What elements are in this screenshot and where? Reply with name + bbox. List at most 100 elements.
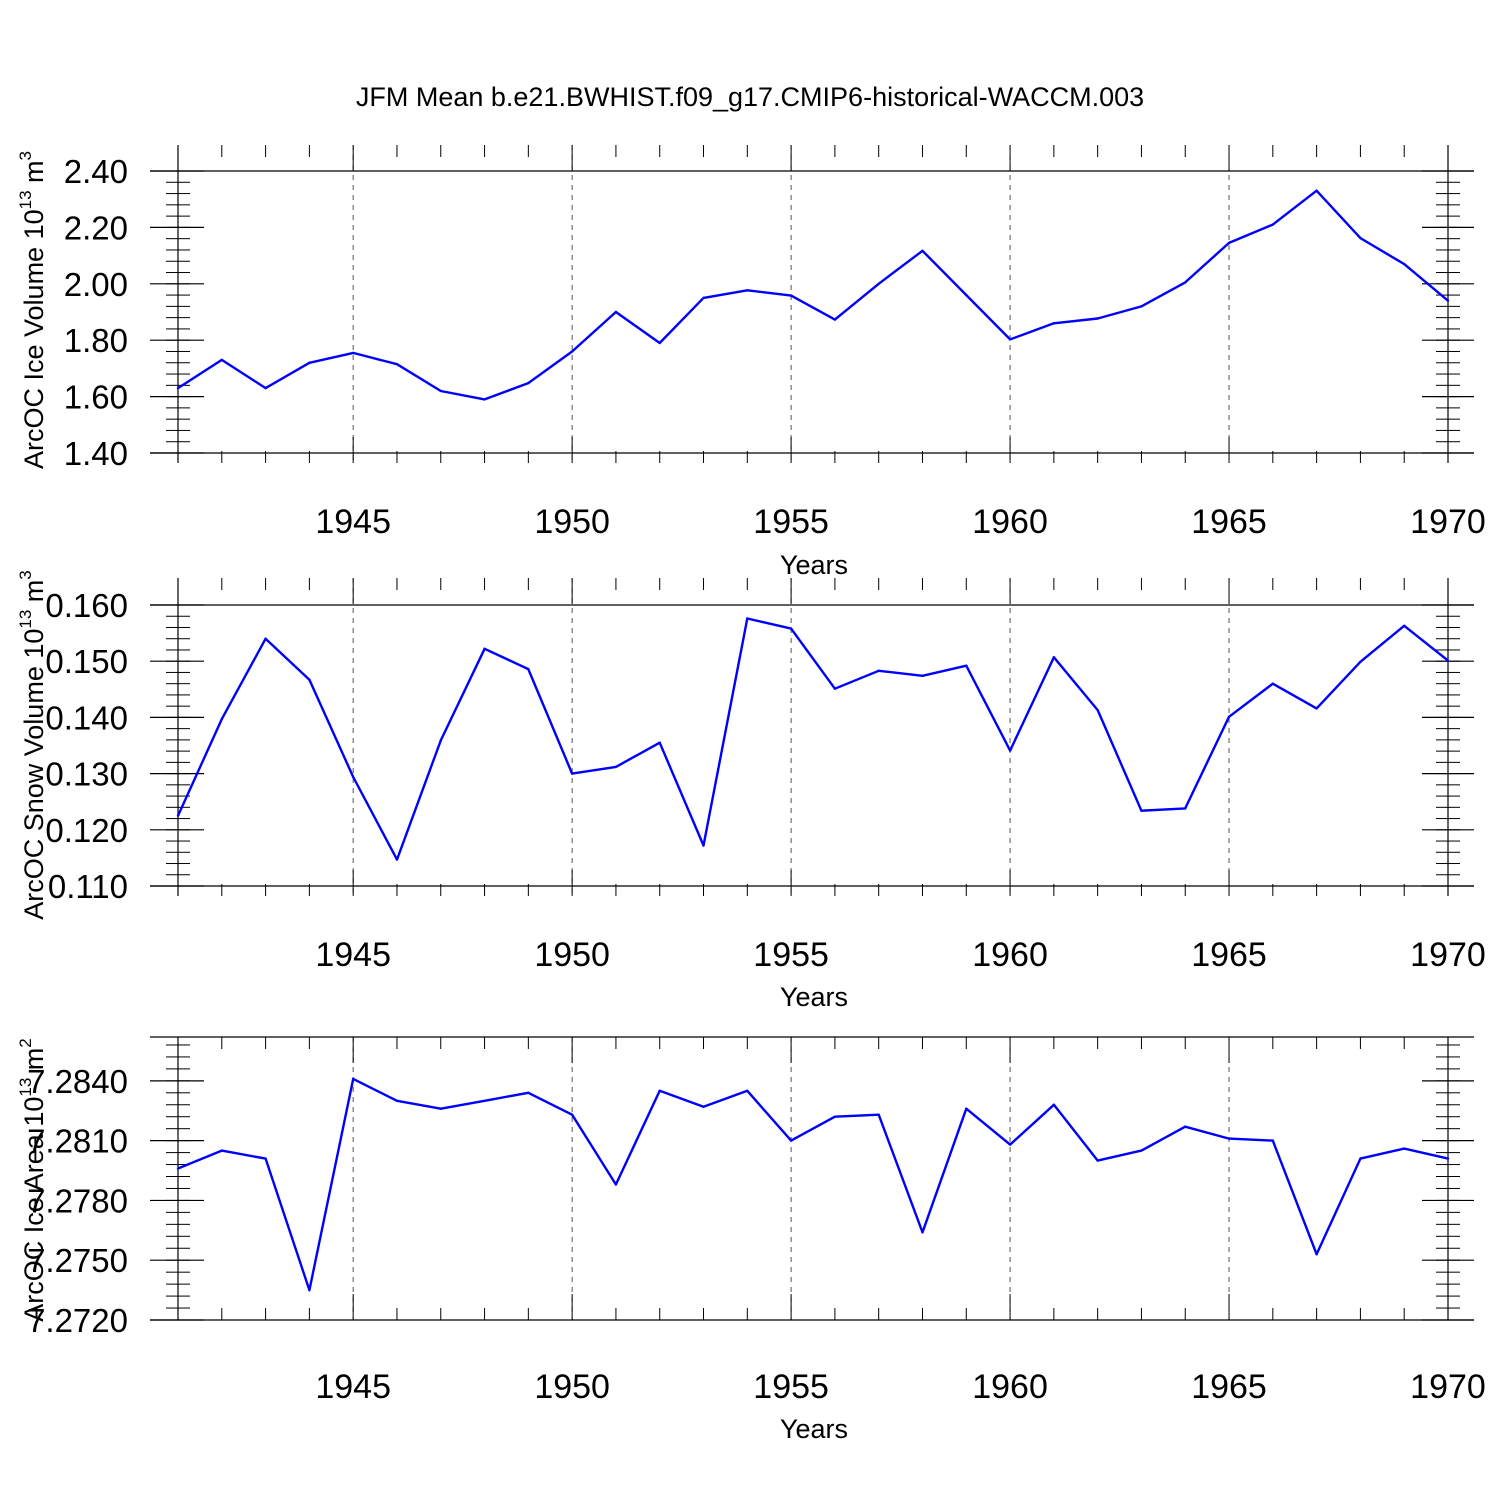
data-point-1943 (264, 1157, 267, 1160)
data-point-1963 (1140, 1149, 1143, 1152)
data-point-1966 (1271, 223, 1275, 226)
x-axis-label: Years (780, 982, 848, 1012)
y-tick-label: 1.80 (64, 322, 128, 359)
data-point-1956 (833, 1115, 837, 1118)
data-point-1966 (1271, 682, 1275, 685)
y-axis-label: ArcOC Ice Area 1013 m2 (16, 1038, 49, 1322)
data-point-1954 (746, 289, 749, 292)
data-point-1949 (527, 667, 530, 671)
data-point-1958 (921, 674, 924, 678)
x-tick-label: 1950 (534, 936, 610, 974)
data-point-1942 (220, 717, 223, 721)
x-tick-label: 1950 (534, 503, 610, 541)
data-point-1941 (176, 814, 180, 817)
data-point-1970 (1446, 299, 1450, 302)
data-point-1967 (1315, 707, 1318, 710)
data-point-1952 (658, 341, 661, 345)
x-tick-label: 1970 (1410, 1368, 1486, 1406)
data-point-1945 (351, 775, 355, 779)
x-tick-label: 1945 (315, 936, 391, 974)
data-point-1969 (1403, 262, 1406, 266)
y-tick-label: 7.2750 (27, 1242, 128, 1279)
data-point-1956 (833, 318, 837, 321)
data-point-1959 (965, 664, 968, 667)
data-point-1967 (1315, 1253, 1318, 1256)
y-tick-label: 7.2780 (27, 1182, 128, 1219)
y-tick-label: 7.2720 (27, 1302, 128, 1339)
data-point-1968 (1359, 236, 1362, 240)
y-tick-label: 2.00 (64, 266, 128, 303)
ice-area-panel: 7.2720 7.2750 7.2780 7.2810 7.2840 1945 1950 19… (16, 1036, 1486, 1444)
series-line (176, 617, 1449, 861)
data-point-1962 (1096, 708, 1099, 712)
data-point-1947 (439, 389, 442, 393)
data-point-1958 (921, 249, 924, 253)
ice-volume-panel: 1.40 1.60 1.80 2.00 2.20 2.40 1945 1950 1955 1960… (16, 145, 1486, 580)
data-point-1941 (176, 1167, 180, 1170)
data-point-1951 (614, 1183, 618, 1186)
y-tick-label: 0.110 (48, 868, 128, 905)
data-point-1944 (308, 1288, 311, 1292)
data-point-1954 (746, 617, 749, 620)
x-tick-label: 1970 (1410, 936, 1486, 974)
y-tick-label: 0.140 (45, 699, 128, 736)
axes-frame (150, 1036, 1474, 1321)
data-point-1968 (1359, 1157, 1362, 1160)
axes-frame (150, 145, 1474, 463)
data-point-1946 (395, 858, 399, 861)
data-point-1955 (789, 627, 793, 630)
y-tick-label: 0.130 (45, 756, 128, 793)
data-point-1948 (483, 647, 486, 651)
data-point-1950 (570, 1113, 574, 1116)
series-line (177, 189, 1449, 401)
data-point-1946 (395, 1099, 399, 1102)
y-tick-label: 7.2810 (27, 1123, 128, 1160)
snow-volume-panel: 0.110 0.120 0.130 0.140 0.150 0.160 1945 1950 19… (16, 570, 1486, 1012)
data-point-1962 (1096, 1159, 1099, 1162)
data-point-1944 (308, 361, 311, 364)
x-tick-label: 1965 (1191, 1368, 1267, 1406)
x-tick-label: 1960 (972, 1368, 1048, 1406)
x-tick-label: 1955 (753, 503, 829, 541)
data-point-1945 (351, 351, 355, 355)
data-point-1943 (264, 637, 267, 640)
data-point-1962 (1096, 317, 1099, 320)
data-point-1964 (1184, 281, 1187, 284)
data-point-1953 (702, 296, 705, 300)
data-point-1948 (483, 398, 486, 401)
data-point-1964 (1184, 807, 1187, 810)
data-point-1951 (614, 310, 618, 314)
data-point-1963 (1140, 305, 1143, 308)
data-point-1955 (789, 1139, 793, 1142)
x-tick-label: 1955 (753, 1368, 829, 1406)
data-point-1960 (1008, 1143, 1012, 1146)
x-axis-label: Years (780, 1414, 848, 1444)
x-tick-label: 1950 (534, 1368, 610, 1406)
data-point-1949 (527, 381, 530, 385)
data-point-1967 (1315, 189, 1318, 192)
data-point-1956 (833, 687, 837, 690)
data-point-1953 (702, 844, 705, 847)
data-point-1963 (1140, 809, 1143, 812)
data-point-1966 (1271, 1139, 1275, 1142)
data-point-1965 (1227, 715, 1231, 719)
data-point-1970 (1446, 1157, 1450, 1160)
data-point-1965 (1227, 1137, 1231, 1140)
y-tick-label: 2.40 (64, 153, 128, 190)
series-line (177, 1077, 1449, 1292)
data-point-1957 (877, 282, 880, 285)
x-tick-label: 1945 (315, 1368, 391, 1406)
data-point-1959 (965, 1107, 968, 1110)
x-tick-label: 1955 (753, 936, 829, 974)
data-point-1955 (789, 294, 793, 297)
data-point-1964 (1184, 1125, 1187, 1128)
data-point-1947 (439, 1107, 442, 1110)
x-tick-label: 1965 (1191, 936, 1267, 974)
y-tick-label: 0.150 (45, 643, 128, 680)
data-point-1941 (176, 386, 180, 390)
data-point-1953 (702, 1105, 705, 1108)
x-tick-label: 1945 (315, 503, 391, 541)
y-tick-label: 7.2840 (27, 1063, 128, 1100)
data-point-1952 (658, 741, 661, 744)
data-point-1951 (614, 765, 618, 769)
